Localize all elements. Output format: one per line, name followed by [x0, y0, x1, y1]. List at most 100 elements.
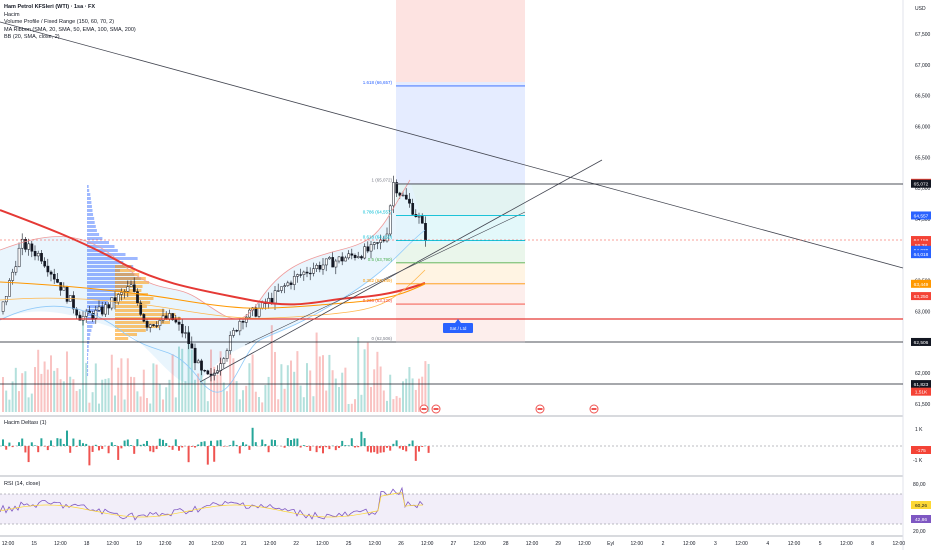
- delta-bar: [309, 446, 312, 451]
- delta-bar: [290, 440, 292, 446]
- chart-type-label: Hacim: [4, 11, 20, 18]
- candle-body: [40, 253, 43, 262]
- delta-bar: [200, 441, 203, 446]
- candle-body: [424, 223, 427, 241]
- delta-bar: [222, 446, 225, 447]
- volume-bar: [382, 390, 385, 412]
- volume-profile-bar: [87, 369, 89, 372]
- candle-body: [20, 238, 24, 249]
- volume-profile-bar: [87, 293, 115, 296]
- fib-level-label: 1.618 (66,657): [363, 80, 393, 85]
- price-axis-tick: 62,000: [915, 371, 931, 377]
- volume-profile-bar: [87, 305, 106, 308]
- candle-body: [164, 315, 168, 320]
- delta-bar: [194, 446, 196, 448]
- delta-bar: [411, 440, 414, 446]
- candle-body: [280, 286, 283, 291]
- candle-body: [75, 308, 79, 316]
- candle-body: [152, 324, 155, 326]
- candle-body: [324, 258, 328, 266]
- delta-bar: [408, 443, 411, 446]
- delta-bar: [421, 446, 424, 447]
- price-badge-label: 64,557: [914, 213, 929, 219]
- rsi-band: [0, 494, 903, 524]
- volume-bar: [107, 378, 110, 412]
- delta-bar: [379, 446, 382, 453]
- delta-bar: [5, 446, 8, 450]
- candle-body: [33, 251, 37, 257]
- volume-profile-bar: [115, 297, 154, 300]
- volume-bar: [376, 351, 379, 412]
- delta-bar: [325, 446, 328, 448]
- volume-profile-bar: [87, 337, 90, 340]
- delta-bar: [235, 444, 238, 446]
- delta-bar: [158, 438, 161, 446]
- volume-bar: [360, 394, 363, 412]
- candle-body: [78, 314, 82, 321]
- delta-bar: [174, 439, 177, 446]
- candle-body: [158, 320, 162, 326]
- volume-bar: [78, 389, 81, 412]
- delta-bar: [395, 440, 398, 446]
- time-axis-tick: 12:00: [421, 541, 434, 547]
- volume-bar: [171, 354, 174, 412]
- volume-bar: [146, 398, 148, 412]
- volume-bar: [5, 390, 8, 412]
- volume-bar: [325, 390, 328, 412]
- volume-profile-bar: [87, 333, 91, 336]
- delta-bar: [178, 446, 180, 451]
- volume-profile-bar: [87, 189, 90, 192]
- rsi-pane-title[interactable]: RSI (14, close): [4, 481, 41, 487]
- delta-bar: [24, 446, 27, 453]
- volume-bar: [133, 377, 136, 412]
- candle-body: [254, 307, 258, 317]
- volume-bar: [82, 320, 84, 412]
- candle-body: [190, 343, 194, 349]
- candle-body: [65, 286, 69, 302]
- delta-bar: [114, 445, 116, 446]
- volume-bar: [312, 396, 315, 412]
- fib-zone: [396, 244, 525, 262]
- delta-bar: [242, 442, 244, 446]
- delta-bar: [2, 439, 4, 446]
- delta-bar: [56, 438, 59, 446]
- time-axis-tick: 12:00: [159, 541, 172, 547]
- fib-zone: [396, 262, 525, 282]
- event-flag-icon: [537, 408, 543, 410]
- volume-bar: [155, 364, 158, 412]
- candle-body: [43, 260, 47, 267]
- delta-bar: [232, 440, 235, 446]
- volume-bar: [366, 342, 369, 412]
- price-badge-label: 63,449: [914, 282, 929, 288]
- volume-bar: [181, 348, 184, 412]
- delta-pane-title[interactable]: Hacim Deltası (1): [4, 420, 47, 426]
- volume-profile-bar: [87, 205, 92, 208]
- time-axis-tick: 12:00: [473, 541, 486, 547]
- delta-bar: [8, 442, 11, 446]
- volume-profile-bar: [87, 221, 95, 224]
- time-axis-tick: 29: [555, 541, 561, 547]
- delta-bar: [270, 439, 273, 446]
- volume-bar: [379, 366, 382, 412]
- volume-bar: [190, 349, 193, 412]
- candle-body: [232, 330, 235, 336]
- indicator-volume-profile[interactable]: Volume Profile / Fixed Range (150, 60, 7…: [4, 19, 115, 26]
- candle-body: [257, 307, 261, 317]
- indicator-ma-ribbon[interactable]: MA Ribbon (SMA, 20, SMA, 50, EMA, 100, S…: [4, 26, 136, 33]
- volume-profile-bar: [87, 273, 135, 276]
- delta-bar: [427, 446, 430, 453]
- price-badge: [911, 250, 931, 259]
- delta-bar: [72, 438, 75, 446]
- volume-bar: [254, 391, 257, 412]
- candle-body: [408, 198, 411, 204]
- fib-extension-zone: [396, 82, 525, 184]
- volume-profile-bar: [87, 341, 90, 344]
- symbol-title[interactable]: Ham Petrol KFSleri (WTI) · 1sa · FX: [4, 4, 96, 10]
- volume-bar: [2, 377, 4, 412]
- volume-profile-bar: [115, 277, 146, 280]
- volume-bar: [389, 374, 392, 412]
- delta-bar: [315, 446, 318, 453]
- indicator-bollinger[interactable]: BB (20, SMA, close, 2): [4, 34, 60, 41]
- delta-bar: [123, 440, 126, 446]
